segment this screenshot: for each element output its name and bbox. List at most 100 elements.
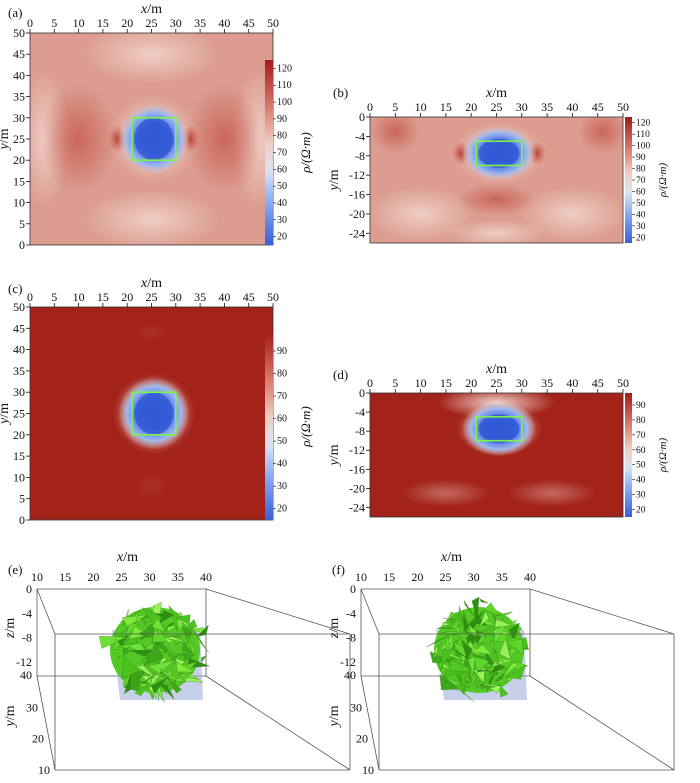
y-tick-label: -24 xyxy=(349,500,365,514)
isosurface-facet xyxy=(471,596,480,620)
colorbar-tick-label: 50 xyxy=(636,199,646,209)
x-tick-label: 25 xyxy=(116,570,128,584)
isosurface-facet xyxy=(184,630,197,654)
x-tick-label: 10 xyxy=(73,16,85,30)
isosurface-facet xyxy=(168,653,181,662)
isosurface-facet xyxy=(177,618,191,630)
x-tick-label: 5 xyxy=(51,290,57,304)
colorbar-tick-label: 90 xyxy=(277,114,287,125)
x-tick-label: 35 xyxy=(172,570,184,584)
colorbar-tick-label: 50 xyxy=(277,436,287,447)
isosurface-blob xyxy=(426,596,530,702)
anomaly-core xyxy=(134,392,174,435)
box-edge xyxy=(36,588,56,635)
colorbar-tick-label: 40 xyxy=(277,459,287,470)
anomaly-core xyxy=(134,117,174,161)
box-edge xyxy=(360,675,380,771)
isosurface-facet xyxy=(494,618,513,628)
x-tick-label: 40 xyxy=(524,570,536,584)
z-axis-label: z/m xyxy=(327,618,342,639)
colorbar-label: ρ/(Ω·m) xyxy=(298,406,313,448)
isosurface-facet xyxy=(442,622,453,627)
z-tick-label: 0 xyxy=(350,582,356,596)
isosurface-facet xyxy=(128,626,150,640)
colorbar-tick-label: 20 xyxy=(277,504,287,515)
isosurface-facet xyxy=(495,677,508,683)
isosurface-facet xyxy=(182,652,196,662)
y-tick-label: 15 xyxy=(13,174,25,188)
isosurface-facet xyxy=(442,663,452,669)
anomaly-outline xyxy=(131,391,177,436)
isosurface-facet xyxy=(151,617,167,633)
x-axis-label: x/m xyxy=(140,276,162,291)
x-tick-label: 45 xyxy=(243,16,255,30)
x-tick-label: 0 xyxy=(367,100,373,114)
y-tick-label: 20 xyxy=(32,732,44,746)
y-tick-label: 45 xyxy=(13,321,25,335)
colorbar-tick-label: 60 xyxy=(636,187,646,197)
panel-d: 0 5 10 15 20 25 30 35 40 45 50 x/m 0 -4 -8 -12 -16 -20 -24… xyxy=(327,362,669,518)
y-tick-label: 20 xyxy=(13,153,25,167)
isosurface-facet xyxy=(159,610,175,624)
x-tick-label: 35 xyxy=(541,100,553,114)
x-tick-label: 30 xyxy=(170,16,182,30)
box-edge xyxy=(36,675,56,771)
x-tick-label: 35 xyxy=(194,16,206,30)
z-tick-label: -4 xyxy=(22,606,32,620)
y-tick-label: -8 xyxy=(355,149,365,163)
light-zone xyxy=(507,479,598,508)
z-tick-label: 0 xyxy=(26,582,32,596)
isosurface-facet xyxy=(463,617,470,633)
x-tick-label: 10 xyxy=(31,570,43,584)
x-tick-label: 30 xyxy=(516,100,528,114)
isosurface-facet xyxy=(479,598,489,604)
x-tick-label: 45 xyxy=(592,376,604,390)
soft-zone xyxy=(131,471,172,500)
isosurface-facet xyxy=(444,670,467,678)
x-tick-label: 35 xyxy=(496,570,508,584)
isosurface-facet xyxy=(123,672,132,695)
isosurface-facet xyxy=(447,634,455,652)
colorbar-tick-label: 70 xyxy=(636,176,646,186)
colorbar-tick-label: 80 xyxy=(277,369,287,380)
isosurface-facet xyxy=(163,652,185,655)
x-tick-label: 0 xyxy=(367,376,373,390)
isosurface-facet xyxy=(446,611,458,622)
y-tick-label: 30 xyxy=(26,700,38,714)
isosurface-facet xyxy=(433,641,442,658)
y-tick-label: -4 xyxy=(355,129,365,143)
y-tick-label: 0 xyxy=(19,238,25,252)
y-axis-label: y/m xyxy=(3,705,18,728)
isosurface-facet xyxy=(117,656,120,661)
isosurface-facet xyxy=(468,670,472,682)
colorbar-tick-label: 120 xyxy=(636,119,651,129)
anomaly-outline xyxy=(475,140,523,167)
colorbar-tick-label: 80 xyxy=(636,416,646,426)
x-axis-label: x/m xyxy=(485,362,507,377)
colorbar-tick-label: 30 xyxy=(277,481,287,492)
light-zone xyxy=(517,185,623,242)
box-edge xyxy=(360,588,380,635)
x-tick-label: 50 xyxy=(617,100,629,114)
colorbar-tick-label: 70 xyxy=(277,391,287,402)
y-tick-label: -24 xyxy=(349,226,365,240)
x-tick-label: 40 xyxy=(200,570,212,584)
y-tick-label: 20 xyxy=(356,732,368,746)
colorbar-label: ρ/(Ω·m) xyxy=(657,438,669,474)
panel-label: (d) xyxy=(333,367,348,382)
colorbar-tick-label: 30 xyxy=(636,222,646,232)
isosurface-facet xyxy=(99,636,127,649)
colorbar-tick-label: 80 xyxy=(636,165,646,175)
y-axis-label: y/m xyxy=(0,403,12,426)
x-tick-label: 15 xyxy=(59,570,71,584)
box-edge xyxy=(529,588,675,635)
y-tick-label: 50 xyxy=(13,26,25,40)
y-tick-label: 5 xyxy=(19,492,25,506)
isosurface-facet xyxy=(486,671,499,676)
x-tick-label: 30 xyxy=(170,290,182,304)
y-axis-label: y/m xyxy=(0,128,12,151)
y-tick-label: 30 xyxy=(350,700,362,714)
y-tick-label: -12 xyxy=(349,443,365,457)
x-tick-label: 20 xyxy=(411,570,423,584)
heatmap-field xyxy=(370,117,623,243)
